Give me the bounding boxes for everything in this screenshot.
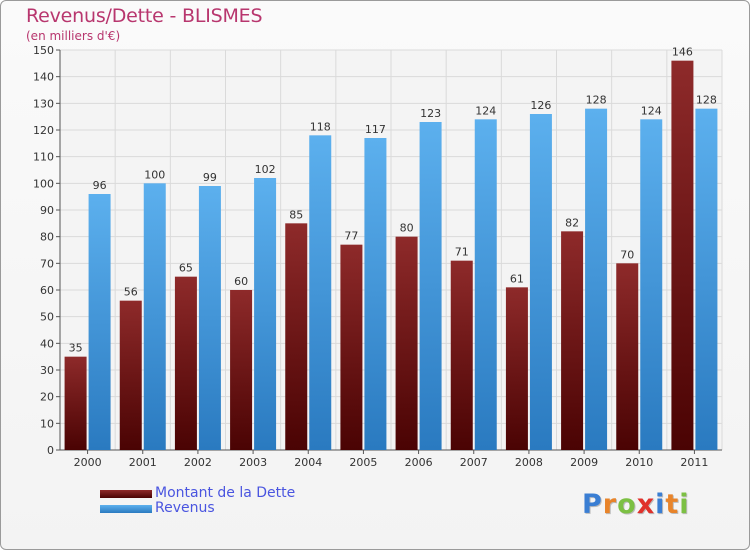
bar-revenus (419, 122, 442, 450)
data-label-dette: 61 (510, 272, 524, 285)
data-label-revenus: 128 (696, 94, 717, 107)
x-tick-label: 2002 (184, 456, 212, 469)
data-label-revenus: 123 (420, 107, 441, 120)
data-label-revenus: 124 (475, 104, 496, 117)
bar-revenus (695, 108, 718, 451)
data-label-dette: 65 (179, 262, 193, 275)
data-label-revenus: 102 (255, 163, 276, 176)
x-tick-label: 2009 (570, 456, 598, 469)
bars (64, 60, 718, 451)
y-tick-label: 60 (40, 284, 54, 297)
data-label-revenus: 124 (641, 104, 662, 117)
y-tick-label: 20 (40, 391, 54, 404)
bar-revenus (640, 119, 663, 450)
x-tick-label: 2008 (515, 456, 543, 469)
data-label-revenus: 96 (93, 179, 107, 192)
y-tick-label: 120 (33, 124, 54, 137)
axes: 0 10 20 30 40 50 60 70 80 90 100 110 120 130 140 150 200… (33, 44, 722, 469)
y-tick-label: 80 (40, 231, 54, 244)
bar-dette (64, 356, 87, 450)
bar-revenus (529, 114, 552, 450)
bar-dette (671, 60, 694, 451)
y-tick-label: 110 (33, 151, 54, 164)
y-tick-label: 70 (40, 257, 54, 270)
proxiti-logo: Proxiti (582, 489, 690, 520)
bar-dette (285, 223, 308, 450)
logo-letter: t (665, 489, 680, 520)
bar-revenus (585, 108, 608, 451)
x-tick-label: 2000 (74, 456, 102, 469)
data-label-dette: 35 (69, 342, 83, 355)
bar-revenus (364, 138, 387, 450)
x-tick-label: 2007 (460, 456, 488, 469)
data-label-dette: 70 (620, 248, 634, 261)
y-tick-label: 10 (40, 417, 54, 430)
y-tick-label: 140 (33, 71, 54, 84)
x-tick-label: 2006 (405, 456, 433, 469)
y-tick-label: 0 (47, 444, 54, 457)
y-tick-label: 150 (33, 44, 54, 57)
logo-letter: P (582, 489, 603, 520)
logo-letter: i (679, 489, 690, 520)
bar-revenus (254, 178, 277, 450)
legend-label-revenus: Revenus (155, 500, 215, 516)
data-label-revenus: 117 (365, 123, 386, 136)
logo-letter: i (655, 489, 666, 520)
bar-dette (505, 287, 528, 450)
chart-subtitle: (en milliers d'€) (26, 29, 121, 43)
y-tick-label: 30 (40, 364, 54, 377)
bar-revenus (143, 183, 166, 451)
bar-dette (616, 263, 639, 450)
data-label-revenus: 126 (530, 99, 551, 112)
data-label-dette: 71 (455, 246, 469, 259)
bar-revenus (88, 194, 111, 450)
data-label-dette: 146 (672, 46, 693, 59)
x-tick-label: 2001 (129, 456, 157, 469)
legend-label-debt: Montant de la Dette (155, 485, 296, 501)
bar-revenus (474, 119, 497, 450)
bar-dette (119, 300, 142, 450)
bar-dette (340, 244, 363, 450)
data-label-revenus: 100 (144, 168, 165, 181)
x-tick-label: 2010 (625, 456, 653, 469)
bar-dette (395, 236, 418, 450)
bar-revenus (309, 135, 332, 451)
bar-revenus (198, 186, 221, 450)
bar-dette (450, 260, 473, 450)
bar-dette (174, 276, 197, 450)
data-label-revenus: 118 (310, 120, 331, 133)
y-tick-label: 100 (33, 177, 54, 190)
logo-letter: r (602, 489, 618, 520)
bar-dette (230, 290, 253, 450)
bar-dette (561, 231, 584, 450)
gridlines (59, 49, 723, 451)
y-tick-label: 50 (40, 311, 54, 324)
x-tick-label: 2011 (680, 456, 708, 469)
y-tick-label: 130 (33, 97, 54, 110)
data-label-dette: 82 (565, 216, 579, 229)
data-label-dette: 85 (289, 208, 303, 221)
chart-title: Revenus/Dette - BLISMES (26, 5, 263, 27)
data-label-dette: 60 (234, 275, 248, 288)
logo-letter: o (617, 489, 637, 520)
data-label-revenus: 128 (586, 94, 607, 107)
logo-letter: x (636, 489, 656, 520)
y-tick-label: 90 (40, 204, 54, 217)
data-label-dette: 56 (124, 286, 138, 299)
y-tick-label: 40 (40, 337, 54, 350)
legend-swatch-debt (100, 490, 152, 498)
data-label-dette: 80 (400, 222, 414, 235)
x-tick-label: 2004 (294, 456, 322, 469)
x-tick-label: 2005 (349, 456, 377, 469)
data-labels: 35 96 56 100 65 99 60 102 85 118 77 117 80 123 71 124 61… (69, 46, 717, 355)
data-label-revenus: 99 (203, 171, 217, 184)
data-label-dette: 77 (344, 230, 358, 243)
legend-swatch-revenus (100, 505, 152, 513)
x-tick-label: 2003 (239, 456, 267, 469)
